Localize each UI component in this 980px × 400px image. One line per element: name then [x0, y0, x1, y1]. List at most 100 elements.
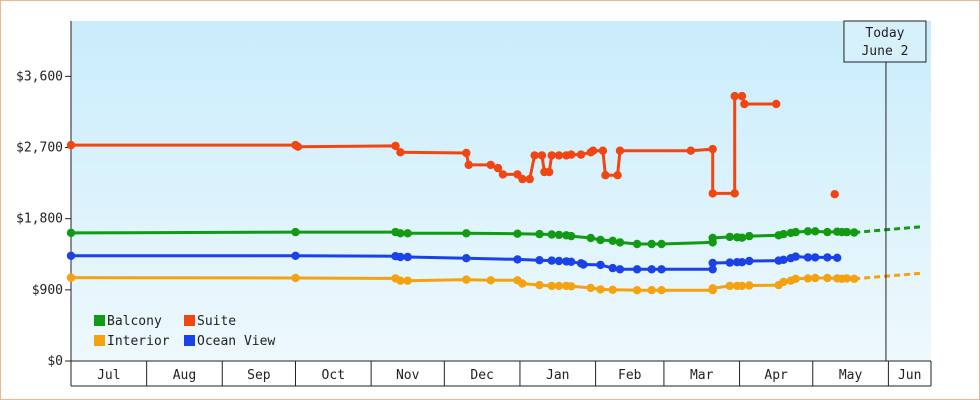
ocean-view-point [745, 256, 754, 266]
suite-point [772, 99, 781, 109]
balcony-point [596, 235, 605, 245]
suite-point [530, 151, 539, 160]
interior-point [850, 274, 859, 283]
month-label: Dec [470, 368, 493, 383]
suite-point [554, 151, 564, 160]
interior-point [586, 283, 595, 293]
ocean-view-point [579, 260, 588, 269]
y-tick-label: $3,600 [16, 69, 63, 84]
suite-point [567, 150, 576, 159]
interior-point [842, 274, 852, 283]
ocean-view-point [535, 256, 544, 265]
month-label: Jan [546, 368, 569, 383]
y-tick-label: $1,800 [16, 212, 63, 227]
suite-point [613, 171, 622, 180]
interior-point [811, 273, 820, 283]
balcony-point [803, 227, 813, 236]
interior-point [708, 284, 717, 293]
interior-point [745, 281, 754, 290]
balcony-point [725, 232, 734, 242]
ocean-view-point [725, 258, 734, 267]
month-label: Oct [322, 368, 345, 383]
suite-point [498, 170, 508, 179]
interior-point [608, 285, 617, 294]
interior-point [291, 273, 300, 283]
balcony-point [535, 229, 544, 239]
month-label: May [839, 368, 863, 383]
month-label: Feb [618, 368, 642, 383]
interior-point [486, 276, 495, 285]
interior-point [535, 280, 544, 290]
suite-point [686, 146, 695, 155]
y-tick-label: $0 [47, 354, 63, 369]
today-marker: Today June 2 [843, 20, 927, 361]
balcony-point [567, 231, 576, 241]
legend: Balcony Interior Suite Ocean View [94, 314, 275, 349]
ocean-view-legend-swatch [184, 335, 195, 346]
balcony-point [608, 236, 617, 245]
balcony-point [632, 239, 642, 249]
balcony-point [66, 228, 76, 238]
balcony-point [850, 228, 859, 237]
suite-point [708, 144, 717, 154]
ocean-view-point [396, 252, 405, 262]
suite-point [391, 141, 400, 151]
ocean-view-point [708, 258, 717, 268]
interior-projection [854, 271, 923, 281]
ocean-view-point [647, 265, 656, 274]
suite-point [547, 151, 556, 160]
ocean-view-point [833, 253, 842, 262]
balcony-point [647, 239, 656, 249]
ocean-view-point [615, 265, 625, 274]
interior-point [725, 281, 734, 291]
interior-legend-label: Interior [107, 334, 170, 349]
suite-point [589, 146, 598, 155]
ocean-view-point [554, 256, 564, 266]
balcony-point [737, 233, 747, 242]
today-label: Today [865, 26, 904, 41]
interior-point [657, 286, 666, 295]
suite-point [525, 174, 534, 184]
balcony-point [554, 230, 564, 240]
y-tick-label: $2,700 [16, 141, 63, 156]
ocean-view-point [462, 254, 471, 263]
month-label: Sep [247, 368, 271, 383]
ocean-view-point [291, 251, 300, 260]
balcony-legend-label: Balcony [107, 314, 162, 329]
balcony-point [586, 233, 595, 243]
suite-point [576, 150, 586, 159]
balcony-point [779, 229, 788, 239]
suite-legend-label: Suite [197, 314, 236, 329]
suite-point [464, 160, 473, 170]
ocean-view-point [632, 265, 642, 274]
interior-point [396, 276, 405, 285]
ocean-view-point [708, 265, 717, 274]
suite-point [615, 146, 625, 155]
balcony-point [615, 238, 625, 247]
month-label: Mar [690, 368, 714, 383]
suite-point [396, 148, 405, 157]
interior-point [403, 276, 412, 285]
balcony-point [547, 230, 556, 239]
suite-point [601, 171, 610, 180]
suite-point [708, 189, 717, 198]
interior-point [803, 274, 813, 283]
ocean-view-point [737, 258, 747, 267]
month-label: Aug [173, 368, 196, 383]
series-layer [66, 91, 923, 295]
suite-point [486, 160, 495, 170]
ocean-view-point [547, 256, 556, 265]
balcony-projection [854, 225, 923, 234]
ocean-view-point [657, 265, 666, 274]
interior-point [737, 281, 747, 291]
interior-legend-swatch [94, 335, 105, 346]
suite-point [537, 151, 547, 160]
balcony-legend-swatch [94, 315, 105, 326]
balcony-point [396, 229, 405, 238]
ocean-view-point [596, 260, 605, 270]
balcony-point [708, 233, 717, 243]
ocean-view-point [608, 263, 617, 273]
suite-point [493, 163, 503, 173]
x-axis: Jul Aug Sep Oct Nov Dec Jan Feb Mar Apr May Jun [70, 360, 932, 387]
y-axis: $0 $900 $1,800 $2,700 $3,600 [16, 21, 72, 369]
